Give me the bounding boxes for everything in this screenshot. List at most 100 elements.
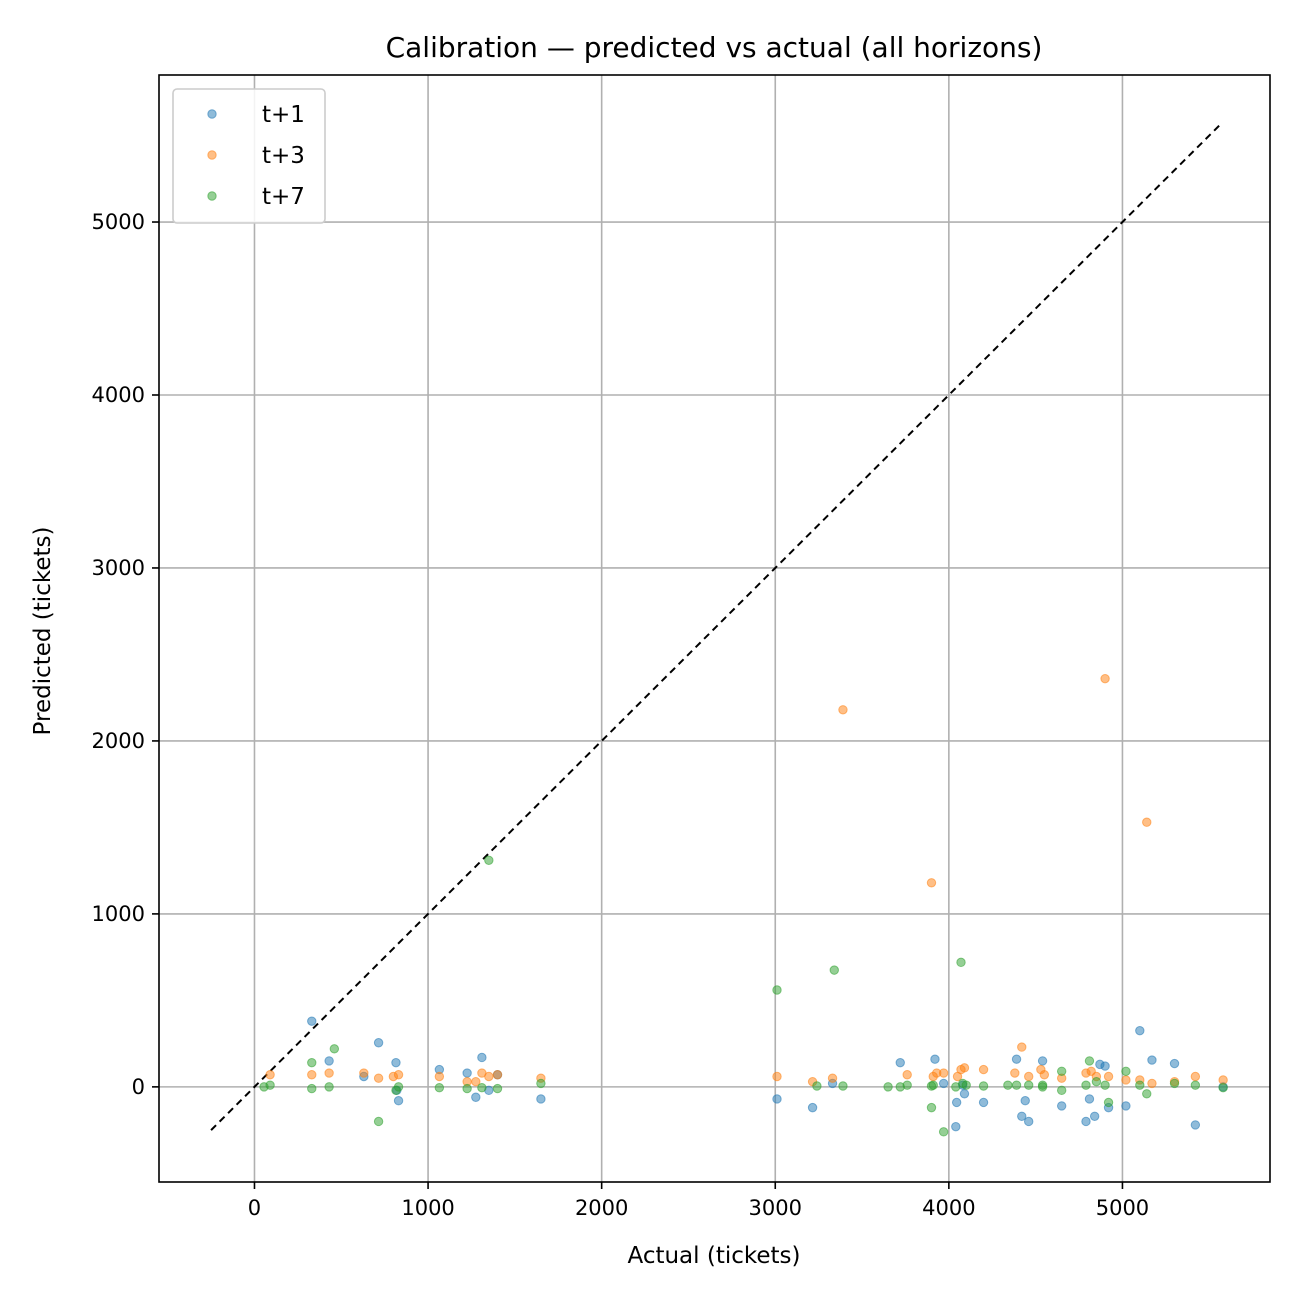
data-point [1091, 1076, 1102, 1087]
y-tick-label: 1000 [92, 902, 145, 926]
data-point [359, 1068, 369, 1078]
data-point [959, 1089, 970, 1099]
data-point [1190, 1071, 1201, 1082]
chart-title: Calibration — predicted vs actual (all h… [386, 31, 1043, 64]
data-point [1169, 1058, 1180, 1069]
y-axis-label: Predicted (tickets) [30, 527, 56, 736]
data-point [1084, 1094, 1095, 1104]
data-point [1218, 1075, 1228, 1085]
data-point [1020, 1096, 1030, 1106]
data-point [1121, 1075, 1131, 1085]
data-point [1121, 1101, 1131, 1111]
data-point [1103, 1071, 1114, 1082]
data-point [536, 1078, 546, 1089]
x-axis-label: Actual (tickets) [627, 1243, 800, 1269]
data-point [930, 1054, 940, 1064]
data-point [812, 1081, 822, 1091]
y-axis-ticks: 0 1000 2000 3000 4000 5000 [92, 210, 159, 1099]
data-point [1190, 1080, 1201, 1090]
data-point [938, 1068, 949, 1078]
data-point [373, 1073, 384, 1083]
data-point [1081, 1080, 1091, 1090]
data-point [1003, 1080, 1013, 1090]
data-point [902, 1070, 912, 1080]
data-point [1037, 1080, 1048, 1090]
data-point [1037, 1056, 1048, 1066]
data-point [772, 1094, 782, 1104]
data-point [1142, 817, 1152, 827]
data-points [259, 673, 1228, 1137]
data-point [1024, 1071, 1034, 1082]
data-point [1024, 1080, 1034, 1090]
data-point [492, 1070, 503, 1080]
legend-box [172, 88, 326, 224]
data-point [484, 855, 494, 865]
data-point [307, 1016, 317, 1026]
data-point [1011, 1080, 1022, 1090]
data-point [307, 1070, 317, 1080]
data-point [951, 1097, 962, 1108]
y-tick-label: 0 [132, 1075, 145, 1099]
data-point [307, 1083, 317, 1094]
data-point [978, 1064, 989, 1075]
data-point [393, 1070, 404, 1080]
data-point [1100, 1080, 1110, 1090]
data-point [393, 1096, 404, 1106]
reference-line [210, 122, 1223, 1131]
data-point [961, 1080, 971, 1090]
data-point [938, 1078, 949, 1089]
data-point [883, 1082, 893, 1092]
data-point [329, 1044, 340, 1054]
data-point [938, 1127, 949, 1137]
legend-marker [207, 150, 217, 160]
series-t+3 [265, 673, 1228, 1089]
data-point [462, 1068, 472, 1078]
y-tick-label: 5000 [92, 210, 145, 234]
data-point [471, 1076, 481, 1087]
data-point [1056, 1101, 1067, 1111]
data-point [902, 1080, 912, 1090]
data-point [1142, 1089, 1152, 1099]
data-point [307, 1057, 317, 1068]
data-point [324, 1082, 334, 1092]
data-point [928, 1080, 938, 1090]
data-point [807, 1102, 818, 1113]
x-tick-label: 1000 [401, 1196, 454, 1220]
data-point [1084, 1056, 1095, 1066]
data-point [1147, 1078, 1157, 1089]
data-point [951, 1121, 961, 1132]
y-tick-label: 4000 [92, 383, 145, 407]
y-tick-label: 3000 [92, 556, 145, 580]
data-point [895, 1057, 905, 1068]
y-tick-label: 2000 [92, 729, 145, 753]
legend-label: t+7 [262, 184, 305, 210]
data-point [477, 1052, 487, 1063]
data-point [492, 1083, 503, 1094]
data-point [829, 965, 839, 975]
data-point [1024, 1116, 1034, 1127]
data-point [956, 957, 966, 968]
data-point [1121, 1066, 1131, 1077]
data-point [1100, 1061, 1110, 1071]
data-point [1089, 1111, 1100, 1121]
data-point [1039, 1070, 1050, 1080]
series-t+7 [259, 855, 1228, 1137]
data-point [1056, 1066, 1067, 1077]
data-point [827, 1073, 838, 1083]
data-point [471, 1092, 481, 1102]
x-tick-label: 0 [248, 1196, 261, 1220]
legend-marker [207, 191, 217, 201]
x-tick-label: 4000 [922, 1196, 975, 1220]
x-axis-ticks: 0 1000 2000 3000 4000 5000 [248, 1182, 1149, 1220]
data-point [1135, 1025, 1145, 1036]
data-point [373, 1038, 384, 1048]
legend: t+1 t+3 t+7 [172, 88, 326, 224]
legend-marker [207, 109, 217, 119]
data-point [838, 705, 848, 715]
data-point [1135, 1080, 1145, 1090]
data-point [536, 1094, 546, 1104]
data-point [265, 1080, 275, 1090]
data-point [1169, 1078, 1180, 1089]
